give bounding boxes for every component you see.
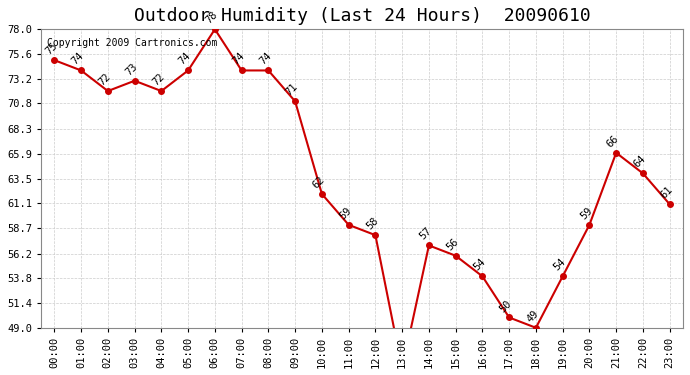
- Title: Outdoor Humidity (Last 24 Hours)  20090610: Outdoor Humidity (Last 24 Hours) 2009061…: [134, 7, 591, 25]
- Text: 57: 57: [417, 226, 434, 242]
- Text: 74: 74: [230, 51, 246, 67]
- Text: 56: 56: [444, 236, 460, 252]
- Text: 72: 72: [97, 72, 112, 87]
- Text: 61: 61: [658, 185, 675, 201]
- Text: 50: 50: [498, 298, 514, 314]
- Text: 74: 74: [257, 51, 273, 67]
- Text: 74: 74: [177, 51, 193, 67]
- Text: 71: 71: [284, 82, 300, 98]
- Text: 72: 72: [150, 72, 166, 87]
- Text: 66: 66: [605, 134, 621, 149]
- Text: 54: 54: [551, 257, 567, 273]
- Text: 49: 49: [525, 308, 541, 324]
- Text: 73: 73: [124, 61, 139, 77]
- Text: 78: 78: [204, 10, 219, 26]
- Text: 75: 75: [43, 41, 59, 57]
- Text: 74: 74: [70, 51, 86, 67]
- Text: 54: 54: [471, 257, 487, 273]
- Text: 45: 45: [0, 374, 1, 375]
- Text: 59: 59: [578, 206, 594, 221]
- Text: Copyright 2009 Cartronics.com: Copyright 2009 Cartronics.com: [48, 38, 218, 48]
- Text: 62: 62: [310, 174, 326, 190]
- Text: 59: 59: [337, 206, 353, 221]
- Text: 58: 58: [364, 216, 380, 232]
- Text: 64: 64: [632, 154, 648, 170]
